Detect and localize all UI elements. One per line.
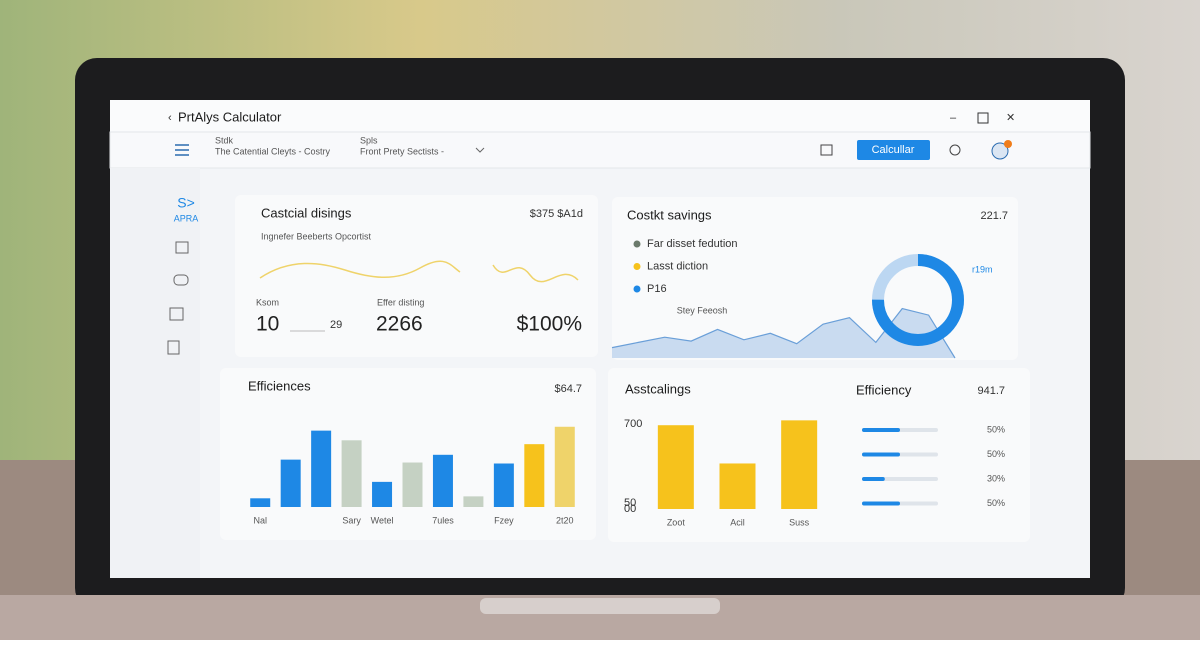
x-tick-label: Wetel xyxy=(371,515,394,525)
minimize[interactable]: – xyxy=(950,112,957,124)
legend-label: Lasst diction xyxy=(647,260,708,272)
progress-label: 30% xyxy=(987,473,1005,483)
nav-icon[interactable] xyxy=(175,241,189,254)
legend-dot xyxy=(633,263,641,270)
progress-label: 50% xyxy=(987,424,1005,434)
logo-text: APRA xyxy=(174,213,199,223)
field-value[interactable]: The Catential Cleyts - Costry xyxy=(215,146,331,156)
progress-fill xyxy=(862,428,900,432)
button-label[interactable]: Calcullar xyxy=(872,144,915,156)
menu-icon[interactable] xyxy=(175,144,189,156)
panel-subtitle: Ingnefer Beeberts Opcortist xyxy=(261,231,372,241)
bar xyxy=(463,496,484,507)
sparkline xyxy=(259,260,461,279)
y-tick-label: 50 xyxy=(624,497,636,509)
panel-headline: 941.7 xyxy=(977,385,1005,397)
search-icon[interactable] xyxy=(949,144,961,156)
bar xyxy=(311,430,332,507)
bar xyxy=(250,498,271,507)
y-tick-label: 700 xyxy=(624,418,642,430)
legend-label: Far disset fedution xyxy=(647,238,738,250)
panel-headline: 221.7 xyxy=(980,210,1008,222)
hinge xyxy=(480,598,720,614)
panel-title: Efficiences xyxy=(248,378,311,393)
metric-value: $100% xyxy=(517,313,582,336)
x-tick-label: Acil xyxy=(730,517,745,527)
panel-title: Costkt savings xyxy=(627,207,712,222)
nav-icon[interactable] xyxy=(169,307,184,321)
back-arrow[interactable]: ‹ xyxy=(168,112,172,124)
bar xyxy=(657,425,694,509)
field-value[interactable]: Front Prety Sectists - xyxy=(360,146,444,156)
notification-dot xyxy=(1004,140,1012,148)
x-tick-label: Suss xyxy=(789,517,810,527)
dropdown-arrow[interactable] xyxy=(475,147,485,153)
metric-value: 2266 xyxy=(376,313,423,336)
bar xyxy=(372,481,393,507)
progress-label: 50% xyxy=(987,449,1005,459)
metric-label: Ksom xyxy=(256,297,279,307)
logo-mark: S> xyxy=(177,195,195,211)
x-tick-label: Zoot xyxy=(667,517,686,527)
panel-headline: $64.7 xyxy=(554,383,582,395)
field-label: Spls xyxy=(360,135,378,145)
bar xyxy=(554,426,575,507)
export-icon[interactable] xyxy=(820,144,833,156)
maximize[interactable] xyxy=(977,112,989,124)
sparkline xyxy=(492,264,579,283)
progress-fill xyxy=(862,477,885,481)
window-title: PrtAlys Calculator xyxy=(178,109,282,124)
panel-title: Castcial disings xyxy=(261,205,352,220)
nav-icon[interactable] xyxy=(167,340,180,355)
metric-value: 10 xyxy=(256,313,279,336)
x-tick-label: Sary xyxy=(342,515,361,525)
donut-arc xyxy=(872,254,964,346)
bar xyxy=(781,420,818,509)
panel-title: Asstcalings xyxy=(625,381,691,396)
avatar[interactable] xyxy=(991,142,1009,160)
x-tick-label: 2t20 xyxy=(556,515,574,525)
bar xyxy=(432,454,453,507)
bar xyxy=(402,462,423,507)
bar xyxy=(341,440,362,507)
bar xyxy=(493,463,514,507)
y-tick-label: 00 xyxy=(624,503,636,515)
bar xyxy=(280,459,301,507)
metric-label: Effer disting xyxy=(377,297,424,307)
bar xyxy=(719,463,756,509)
legend-dot xyxy=(633,285,641,293)
progress-fill xyxy=(862,452,900,457)
metric-extra: 29 xyxy=(330,319,342,331)
sidebar xyxy=(110,168,200,578)
panel-headline: $375 $A1d xyxy=(530,208,583,220)
area xyxy=(612,308,955,358)
progress-fill xyxy=(862,501,900,506)
calculate-button[interactable] xyxy=(857,140,930,160)
panel-title: Efficiency xyxy=(856,382,912,397)
close[interactable]: ✕ xyxy=(1006,112,1015,124)
field-label: Stdk xyxy=(215,135,234,145)
legend-dot xyxy=(633,240,641,248)
panel xyxy=(235,195,598,357)
x-tick-label: Fzey xyxy=(494,515,514,525)
panel xyxy=(608,368,1030,542)
title-bar xyxy=(110,100,1090,132)
annotation: Stey Feeosh xyxy=(677,305,728,315)
x-tick-label: 7ules xyxy=(432,515,454,525)
progress-label: 50% xyxy=(987,498,1005,508)
legend-label: P16 xyxy=(647,283,667,295)
nav-icon[interactable] xyxy=(173,274,189,286)
bar xyxy=(524,444,545,507)
x-tick-label: Nal xyxy=(253,515,267,525)
area-line xyxy=(611,307,956,359)
donut-label: r19m xyxy=(972,264,993,274)
